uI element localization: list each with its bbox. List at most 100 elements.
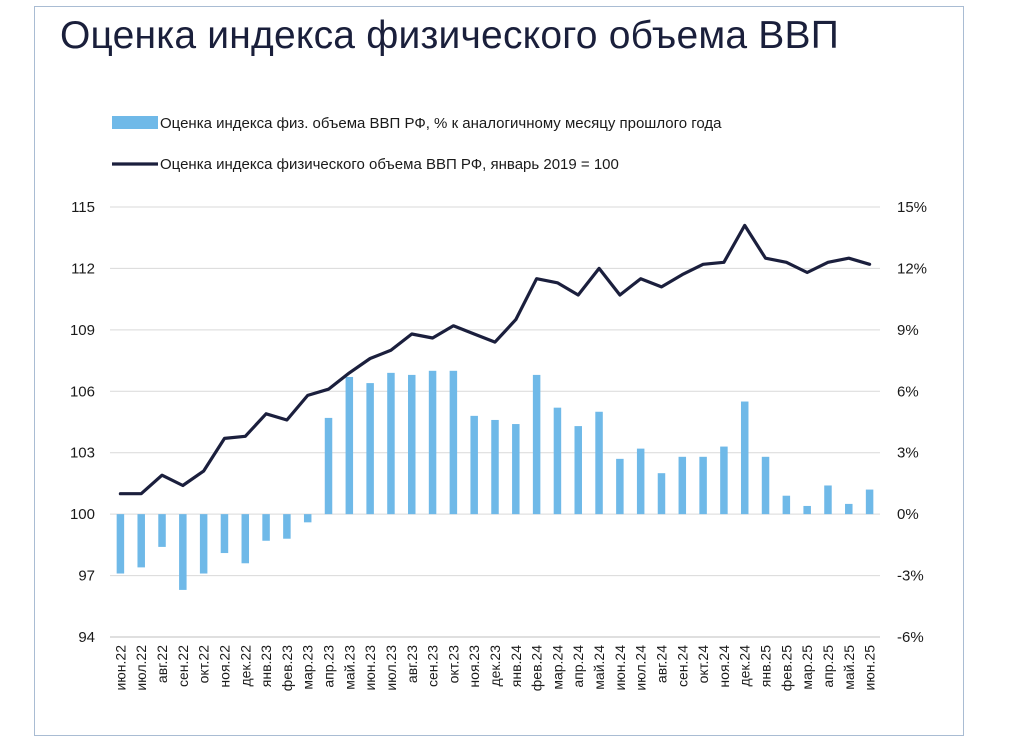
left-tick-label: 109 bbox=[70, 322, 95, 339]
x-tick-label: июн.25 bbox=[862, 645, 878, 691]
x-tick-label: май.25 bbox=[841, 645, 857, 690]
x-tick-label: янв.24 bbox=[508, 645, 524, 687]
bar bbox=[782, 495, 791, 515]
x-tick-label: мар.24 bbox=[549, 645, 565, 690]
bar bbox=[595, 411, 603, 515]
line-series-path bbox=[118, 223, 872, 496]
x-tick-label: янв.23 bbox=[258, 645, 274, 687]
x-tick-label: апр.24 bbox=[570, 645, 586, 688]
x-tick-label: окт.23 bbox=[445, 645, 461, 684]
x-tick-label: июн.22 bbox=[112, 645, 128, 691]
right-tick-label: -6% bbox=[897, 629, 924, 646]
right-axis-ticks: -6% -3% 0% 3% 6% 9% 12% 15% bbox=[897, 199, 927, 646]
x-tick-label: мар.23 bbox=[300, 645, 316, 690]
bar bbox=[553, 407, 562, 515]
left-tick-label: 97 bbox=[78, 568, 95, 585]
bar bbox=[532, 374, 541, 515]
bar bbox=[470, 415, 478, 515]
x-tick-label: апр.25 bbox=[820, 645, 836, 688]
x-tick-label: ноя.22 bbox=[216, 645, 232, 688]
x-tick-label: июл.22 bbox=[133, 645, 149, 691]
bar bbox=[387, 372, 395, 515]
bar bbox=[220, 514, 229, 554]
right-tick-label: 6% bbox=[897, 383, 919, 400]
chart-title: Оценка индекса физического объема ВВП bbox=[60, 14, 839, 57]
x-tick-label: ноя.23 bbox=[466, 645, 482, 688]
bar bbox=[158, 514, 166, 547]
x-tick-label: сен.22 bbox=[175, 645, 191, 687]
x-tick-label: сен.24 bbox=[674, 645, 690, 687]
right-tick-label: 15% bbox=[897, 199, 927, 216]
right-tick-label: 0% bbox=[897, 506, 919, 523]
bar bbox=[824, 485, 832, 515]
x-tick-label: авг.24 bbox=[653, 645, 669, 683]
bar bbox=[699, 456, 707, 515]
x-tick-label: ноя.24 bbox=[716, 645, 732, 688]
bar bbox=[761, 456, 770, 515]
bar bbox=[303, 514, 312, 523]
x-tick-label: фев.25 bbox=[778, 645, 794, 691]
x-tick-label: окт.24 bbox=[695, 645, 711, 684]
bar bbox=[241, 514, 250, 564]
left-tick-label: 106 bbox=[70, 383, 95, 400]
x-tick-label: апр.23 bbox=[321, 645, 337, 688]
left-axis-ticks: 94 97 100 103 106 109 112 115 bbox=[70, 199, 95, 646]
x-tick-label: май.23 bbox=[341, 645, 357, 690]
bar bbox=[678, 456, 687, 515]
legend: Оценка индекса физ. объема ВВП РФ, % к а… bbox=[112, 115, 722, 173]
x-tick-label: окт.22 bbox=[196, 645, 212, 684]
bar bbox=[865, 489, 874, 515]
bar bbox=[636, 448, 645, 515]
x-tick-label: дек.23 bbox=[487, 645, 503, 687]
left-tick-label: 112 bbox=[71, 260, 95, 277]
bar bbox=[657, 473, 666, 515]
bar bbox=[283, 514, 291, 539]
bar bbox=[740, 401, 749, 515]
x-tick-label: фев.23 bbox=[279, 645, 295, 691]
x-tick-label: июл.23 bbox=[383, 645, 399, 691]
legend-label-line: Оценка индекса физического объема ВВП РФ… bbox=[160, 156, 619, 173]
left-tick-label: 94 bbox=[78, 629, 95, 646]
bar bbox=[574, 426, 582, 515]
chart-frame bbox=[34, 6, 964, 736]
bar-series bbox=[116, 370, 874, 590]
bar bbox=[845, 503, 853, 515]
left-tick-label: 100 bbox=[70, 506, 95, 523]
bar bbox=[720, 446, 728, 515]
right-tick-label: 9% bbox=[897, 322, 919, 339]
x-tick-label: мар.25 bbox=[799, 645, 815, 690]
x-tick-label: дек.22 bbox=[237, 645, 253, 687]
bar bbox=[199, 514, 208, 574]
left-tick-label: 115 bbox=[71, 199, 95, 216]
bar bbox=[345, 376, 354, 515]
x-tick-label: май.24 bbox=[591, 645, 607, 690]
x-tick-label: фев.24 bbox=[529, 645, 545, 691]
bar bbox=[116, 514, 125, 574]
bar bbox=[366, 383, 374, 515]
legend-label-bar: Оценка индекса физ. объема ВВП РФ, % к а… bbox=[160, 115, 722, 132]
bar bbox=[803, 505, 811, 515]
x-tick-label: дек.24 bbox=[737, 645, 753, 687]
x-axis-ticks: июн.22 июл.22 авг.22 сен.22 окт.22 ноя.22 дек.… bbox=[110, 636, 880, 691]
right-tick-label: 12% bbox=[897, 260, 927, 277]
x-tick-label: авг.22 bbox=[154, 645, 170, 683]
line-series bbox=[118, 223, 872, 496]
x-tick-label: июл.24 bbox=[633, 645, 649, 691]
bar bbox=[616, 458, 624, 515]
x-tick-label: сен.23 bbox=[425, 645, 441, 687]
legend-swatch-bar bbox=[112, 116, 158, 129]
bar bbox=[262, 514, 270, 541]
right-tick-label: -3% bbox=[897, 568, 924, 585]
x-tick-label: июн.24 bbox=[612, 645, 628, 691]
bar bbox=[491, 419, 499, 515]
bar bbox=[428, 370, 437, 515]
left-tick-label: 103 bbox=[70, 445, 95, 462]
bar bbox=[137, 514, 145, 568]
x-tick-label: июн.23 bbox=[362, 645, 378, 691]
bar bbox=[449, 370, 458, 515]
bar bbox=[512, 424, 520, 515]
x-tick-label: янв.25 bbox=[758, 645, 774, 687]
bar bbox=[179, 514, 187, 590]
bar bbox=[408, 374, 416, 515]
